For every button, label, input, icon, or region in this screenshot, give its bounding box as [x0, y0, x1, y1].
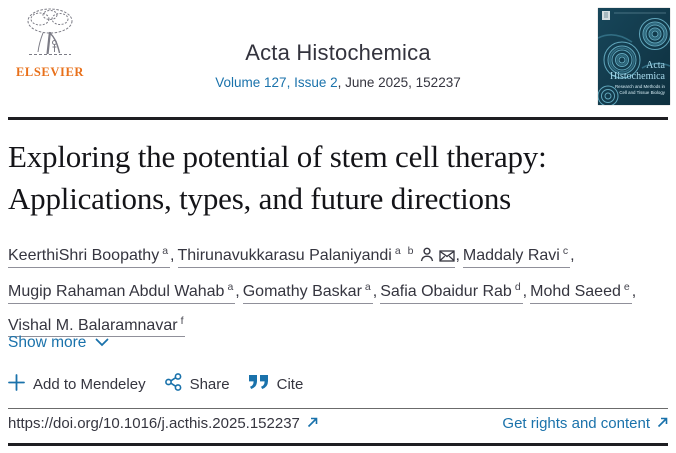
journal-cover-thumbnail[interactable]: Acta Histochemica Research and Methods i…	[597, 8, 671, 107]
footer-links-row: https://doi.org/10.1016/j.acthis.2025.15…	[8, 415, 668, 432]
cover-title-line2: Histochemica	[610, 71, 666, 82]
journal-title-link[interactable]: Acta Histochemica	[245, 40, 431, 65]
get-rights-label: Get rights and content	[502, 415, 650, 432]
doi-link[interactable]: https://doi.org/10.1016/j.acthis.2025.15…	[8, 415, 318, 432]
author-link[interactable]: Vishal M. Balaramnavar f	[8, 315, 186, 338]
add-to-mendeley-button[interactable]: Add to Mendeley	[8, 373, 146, 395]
external-link-icon	[307, 415, 318, 432]
email-author-icon[interactable]	[439, 249, 456, 266]
cover-subtitle-line1: Research and Methods in	[615, 84, 666, 89]
author-link[interactable]: Mugip Rahaman Abdul Wahab a	[8, 281, 236, 304]
external-link-icon	[657, 415, 668, 432]
footer-divider-thin	[8, 408, 668, 409]
author-link[interactable]: Gomathy Baskar a	[242, 281, 373, 304]
author-separator: ,	[570, 247, 575, 265]
chevron-down-icon	[95, 334, 109, 352]
bottom-divider	[8, 443, 668, 446]
get-rights-link[interactable]: Get rights and content	[502, 415, 668, 432]
issue-line: Volume 127, Issue 2, June 2025, 152237	[110, 75, 566, 90]
author-separator: ,	[455, 247, 460, 265]
article-title: Exploring the potential of stem cell the…	[8, 136, 668, 220]
journal-head: Acta Histochemica Volume 127, Issue 2, J…	[110, 40, 566, 90]
elsevier-logo[interactable]: ELSEVIER	[10, 6, 90, 80]
author-profile-icon[interactable]	[420, 247, 434, 266]
share-button[interactable]: Share	[164, 373, 230, 395]
author-separator: ,	[372, 283, 378, 301]
author-link[interactable]: KeerthiShri Boopathy a	[8, 245, 171, 268]
author-separator: ,	[170, 247, 175, 265]
author-link[interactable]: Thirunavukkarasu Palaniyandi a b	[177, 245, 456, 268]
plus-icon	[8, 373, 25, 395]
add-to-mendeley-label: Add to Mendeley	[33, 375, 146, 393]
cite-quote-icon	[248, 374, 269, 394]
show-more-label: Show more	[8, 334, 87, 351]
elsevier-wordmark: ELSEVIER	[15, 65, 85, 79]
author-separator: ,	[522, 283, 528, 301]
show-more-button[interactable]: Show more	[8, 334, 109, 352]
article-toolbar: Add to Mendeley Share Cite	[8, 373, 303, 395]
author-separator: ,	[235, 283, 240, 301]
cover-title-line1: Acta	[646, 60, 665, 71]
cite-button[interactable]: Cite	[248, 374, 304, 394]
share-label: Share	[189, 375, 230, 393]
article-title-line2: Applications, types, and future directio…	[8, 181, 511, 216]
elsevier-tree-icon	[21, 8, 79, 62]
cite-label: Cite	[276, 375, 304, 393]
volume-issue-link[interactable]: Volume 127, Issue 2	[215, 75, 338, 90]
author-link[interactable]: Maddaly Ravi c	[462, 245, 571, 268]
cover-subtitle-line2: Cell and Tissue Biology	[619, 90, 665, 95]
article-title-line1: Exploring the potential of stem cell the…	[8, 139, 547, 174]
author-separator: ,	[631, 283, 637, 301]
issue-date-text: , June 2025, 152237	[337, 75, 461, 90]
doi-text: https://doi.org/10.1016/j.acthis.2025.15…	[8, 415, 300, 432]
share-icon	[164, 373, 182, 395]
author-list: KeerthiShri Boopathy a, Thirunavukkarasu P…	[8, 237, 668, 340]
header-divider	[8, 117, 668, 120]
author-link[interactable]: Safia Obaidur Rab d	[380, 281, 523, 304]
author-link[interactable]: Mohd Saeed e	[530, 281, 632, 304]
